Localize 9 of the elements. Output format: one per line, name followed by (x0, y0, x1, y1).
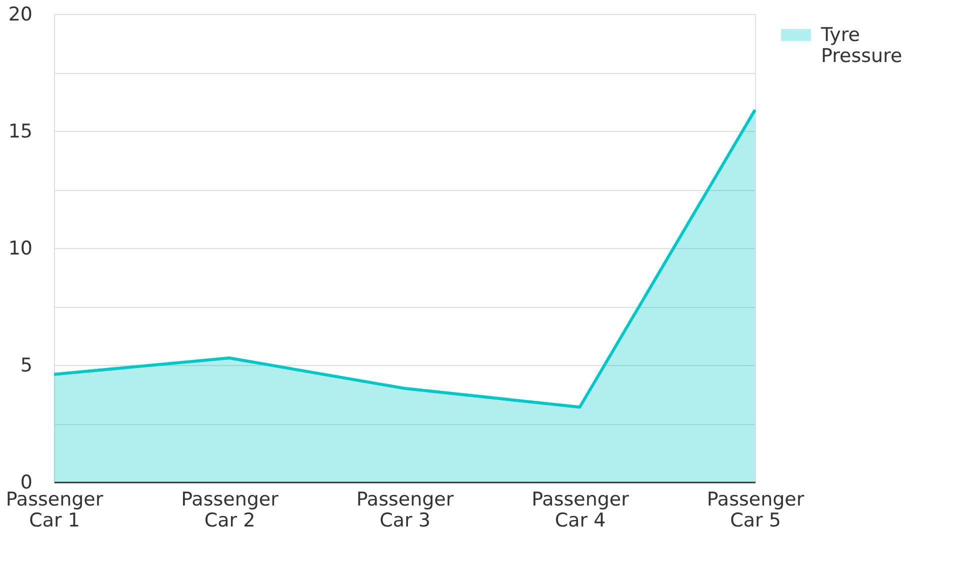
x-tick-label: Passenger Car 3 (356, 488, 454, 532)
x-tick-label: Passenger Car 2 (181, 488, 279, 532)
y-tick-label: 5 (20, 354, 32, 376)
y-tick-label: 15 (8, 120, 32, 142)
x-tick-label: Passenger Car 5 (706, 488, 804, 532)
x-tick-label: Passenger Car 4 (532, 488, 630, 532)
legend-label: Tyre Pressure (820, 24, 902, 67)
y-tick-label: 10 (8, 238, 32, 260)
y-tick-label: 20 (8, 4, 32, 26)
